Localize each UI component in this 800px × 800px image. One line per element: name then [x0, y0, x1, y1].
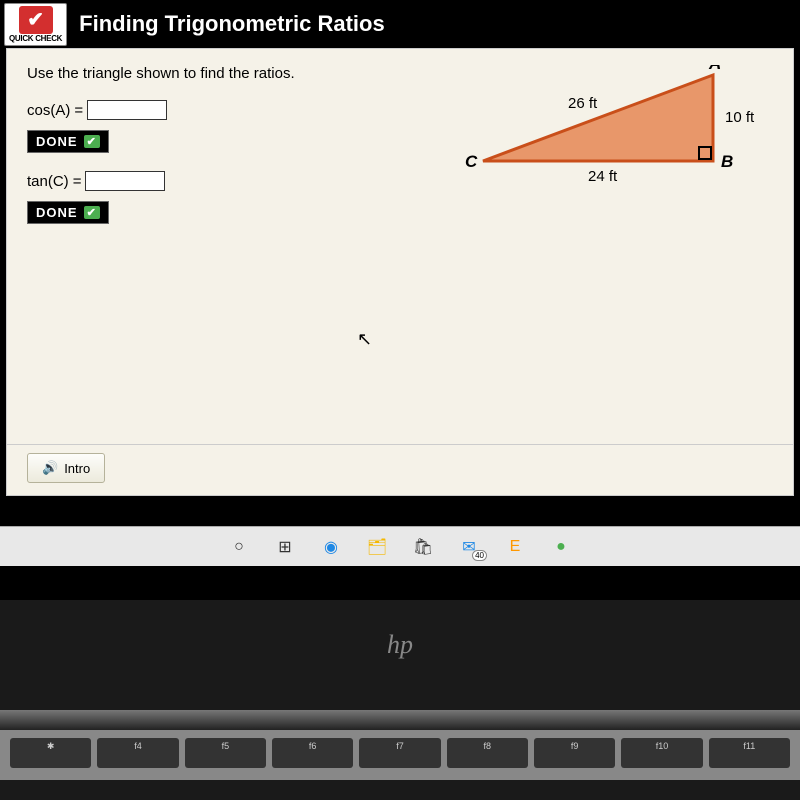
keyboard-key: f9 — [534, 738, 615, 768]
done-button-1[interactable]: DONE ✔ — [27, 130, 109, 153]
keyboard-row: ✱f4f5f6f7f8f9f10f11 — [0, 730, 800, 780]
triangle-figure: A B C 26 ft 10 ft 24 ft — [453, 65, 763, 210]
ratio-label: cos(A) — [27, 102, 70, 119]
taskbar-mail-icon[interactable]: ✉40 — [457, 535, 481, 559]
taskbar-explorer-icon[interactable]: 🗂 — [365, 535, 389, 559]
svg-text:A: A — [708, 65, 721, 73]
taskbar-circle-icon[interactable]: ○ — [227, 535, 251, 559]
ratio-label: tan(C) — [27, 173, 69, 190]
intro-button[interactable]: 🔊 Intro — [27, 453, 105, 483]
app-header: ✔ QUICK CHECK Finding Trigonometric Rati… — [0, 0, 800, 48]
done-check-icon: ✔ — [84, 135, 100, 148]
keyboard-key: f7 — [359, 738, 440, 768]
cosA-input[interactable] — [87, 100, 167, 120]
svg-text:C: C — [465, 152, 478, 171]
keyboard-key: f10 — [621, 738, 702, 768]
quick-check-badge: ✔ QUICK CHECK — [4, 3, 67, 46]
speaker-icon: 🔊 — [42, 460, 58, 476]
keyboard-key: f11 — [709, 738, 790, 768]
svg-text:10 ft: 10 ft — [725, 109, 755, 126]
keyboard-key: f6 — [272, 738, 353, 768]
taskbar-store-icon[interactable]: 🛍 — [411, 535, 435, 559]
taskbar-app-green-icon[interactable]: ● — [549, 535, 573, 559]
done-button-2[interactable]: DONE ✔ — [27, 201, 109, 224]
keyboard-key: f5 — [185, 738, 266, 768]
equals-sign: = — [74, 102, 83, 119]
badge-label: QUICK CHECK — [9, 34, 62, 43]
divider — [7, 444, 793, 445]
hp-logo: hp — [387, 630, 413, 660]
done-check-icon: ✔ — [84, 206, 100, 219]
check-icon: ✔ — [19, 6, 53, 34]
equals-sign: = — [73, 173, 82, 190]
svg-text:B: B — [721, 152, 733, 171]
taskbar-edge-icon[interactable]: ◉ — [319, 535, 343, 559]
keyboard-key: f4 — [97, 738, 178, 768]
taskbar: ○ ⊞ ◉ 🗂 🛍 ✉40 E ● — [0, 526, 800, 566]
content-panel: Use the triangle shown to find the ratio… — [6, 48, 794, 496]
taskbar-app-e-icon[interactable]: E — [503, 535, 527, 559]
page-title: Finding Trigonometric Ratios — [79, 11, 385, 37]
laptop-case: hp ✱f4f5f6f7f8f9f10f11 — [0, 600, 800, 800]
triangle-svg: A B C 26 ft 10 ft 24 ft — [453, 65, 763, 205]
svg-text:26 ft: 26 ft — [568, 95, 598, 112]
laptop-hinge — [0, 710, 800, 730]
tanC-input[interactable] — [85, 171, 165, 191]
keyboard-key: ✱ — [10, 738, 91, 768]
keyboard-key: f8 — [447, 738, 528, 768]
taskbar-task-view-icon[interactable]: ⊞ — [273, 535, 297, 559]
cursor-icon: ↖ — [357, 329, 372, 350]
svg-text:24 ft: 24 ft — [588, 168, 618, 185]
